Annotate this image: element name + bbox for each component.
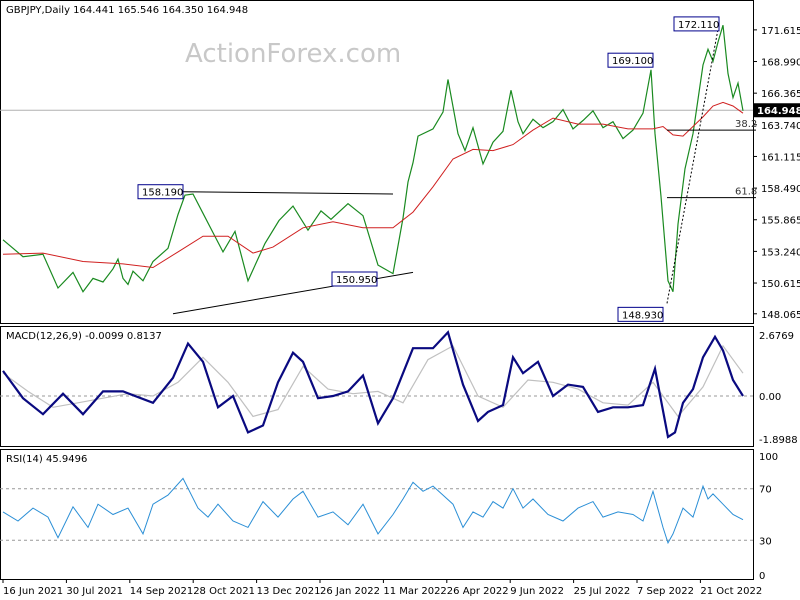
price-tick-label: 171.615 xyxy=(761,26,800,37)
price-tick-label: 161.115 xyxy=(761,152,800,163)
x-tick-label: 25 Jul 2022 xyxy=(574,586,631,597)
price-tick-label: 158.490 xyxy=(761,184,800,195)
fib-retrace-line xyxy=(666,23,720,304)
moving-average-line xyxy=(2,101,744,269)
macd-line xyxy=(2,330,744,439)
rsi-plot: 100 70 30 0 xyxy=(0,452,778,582)
x-tick-label: 9 Jun 2022 xyxy=(510,586,564,597)
price-tick-label: 168.990 xyxy=(761,58,800,69)
x-tick-label: 14 Sep 2021 xyxy=(130,586,193,597)
price-tick-label: 155.865 xyxy=(761,216,800,227)
price-line xyxy=(2,25,744,293)
annotation-box xyxy=(617,306,664,322)
annotation-label: 158.190 xyxy=(142,188,183,199)
x-tick-label: 7 Sep 2022 xyxy=(637,586,694,597)
x-tick-label: 26 Apr 2022 xyxy=(447,586,509,597)
macd-panel-frame xyxy=(0,326,754,447)
annotation-label: 150.950 xyxy=(336,275,377,286)
annotation-label: 172.110 xyxy=(678,20,719,31)
x-axis: 16 Jun 2021 30 Jul 2021 14 Sep 2021 28 Oct … xyxy=(2,579,762,597)
rsi-tick-label: 100 xyxy=(759,452,778,463)
resistance-trendline xyxy=(182,191,394,195)
macd-plot: 2.6769 0.00 -1.8988 xyxy=(0,330,798,446)
price-axis: 171.615 168.990 166.365 163.740 161.115 158.4… xyxy=(753,26,800,321)
macd-tick-label: 2.6769 xyxy=(759,331,794,342)
fib-label: 38.2 xyxy=(735,119,757,130)
current-price-box xyxy=(754,103,800,118)
annotation-label: 148.930 xyxy=(622,310,663,321)
rsi-line xyxy=(2,477,744,545)
annotation-box xyxy=(673,16,720,32)
price-tick-label: 153.240 xyxy=(761,247,800,258)
fib-label: 61.8 xyxy=(735,187,757,198)
annotation-box xyxy=(137,184,184,200)
annotation-box xyxy=(607,52,654,68)
x-tick-label: 30 Jul 2021 xyxy=(66,586,123,597)
annotation-label: 169.100 xyxy=(612,56,653,67)
current-price-label: 164.948 xyxy=(757,106,800,117)
price-tick-label: 163.740 xyxy=(761,121,800,132)
price-tick-label: 150.615 xyxy=(761,279,800,290)
watermark: ActionForex.com xyxy=(185,39,401,69)
rsi-panel-frame xyxy=(0,449,754,580)
x-tick-label: 11 Mar 2022 xyxy=(383,586,446,597)
price-tick-label: 166.365 xyxy=(761,89,800,100)
x-tick-label: 21 Oct 2022 xyxy=(700,586,762,597)
price-series: 164.948 xyxy=(0,23,800,315)
macd-tick-label: 0.00 xyxy=(759,392,781,403)
price-panel-frame xyxy=(0,0,754,324)
x-tick-label: 28 Oct 2021 xyxy=(193,586,255,597)
rsi-header: RSI(14) 45.9496 xyxy=(6,454,87,465)
annotation-box xyxy=(331,271,378,287)
x-tick-label: 13 Dec 2021 xyxy=(257,586,321,597)
rsi-tick-label: 30 xyxy=(759,536,772,547)
rsi-tick-label: 70 xyxy=(759,485,772,496)
x-tick-label: 16 Jun 2021 xyxy=(3,586,63,597)
x-tick-label: 26 Jan 2022 xyxy=(320,586,380,597)
price-header: GBPJPY,Daily 164.441 165.546 164.350 164… xyxy=(6,5,248,16)
macd-tick-label: -1.8988 xyxy=(759,435,798,446)
macd-header: MACD(12,26,9) -0.0099 0.8137 xyxy=(6,331,162,342)
annotations: 158.190 150.950 169.100 172.110 148.930 38.2 6… xyxy=(137,16,757,322)
price-tick-label: 148.065 xyxy=(761,310,800,321)
rsi-tick-label: 0 xyxy=(759,571,765,582)
